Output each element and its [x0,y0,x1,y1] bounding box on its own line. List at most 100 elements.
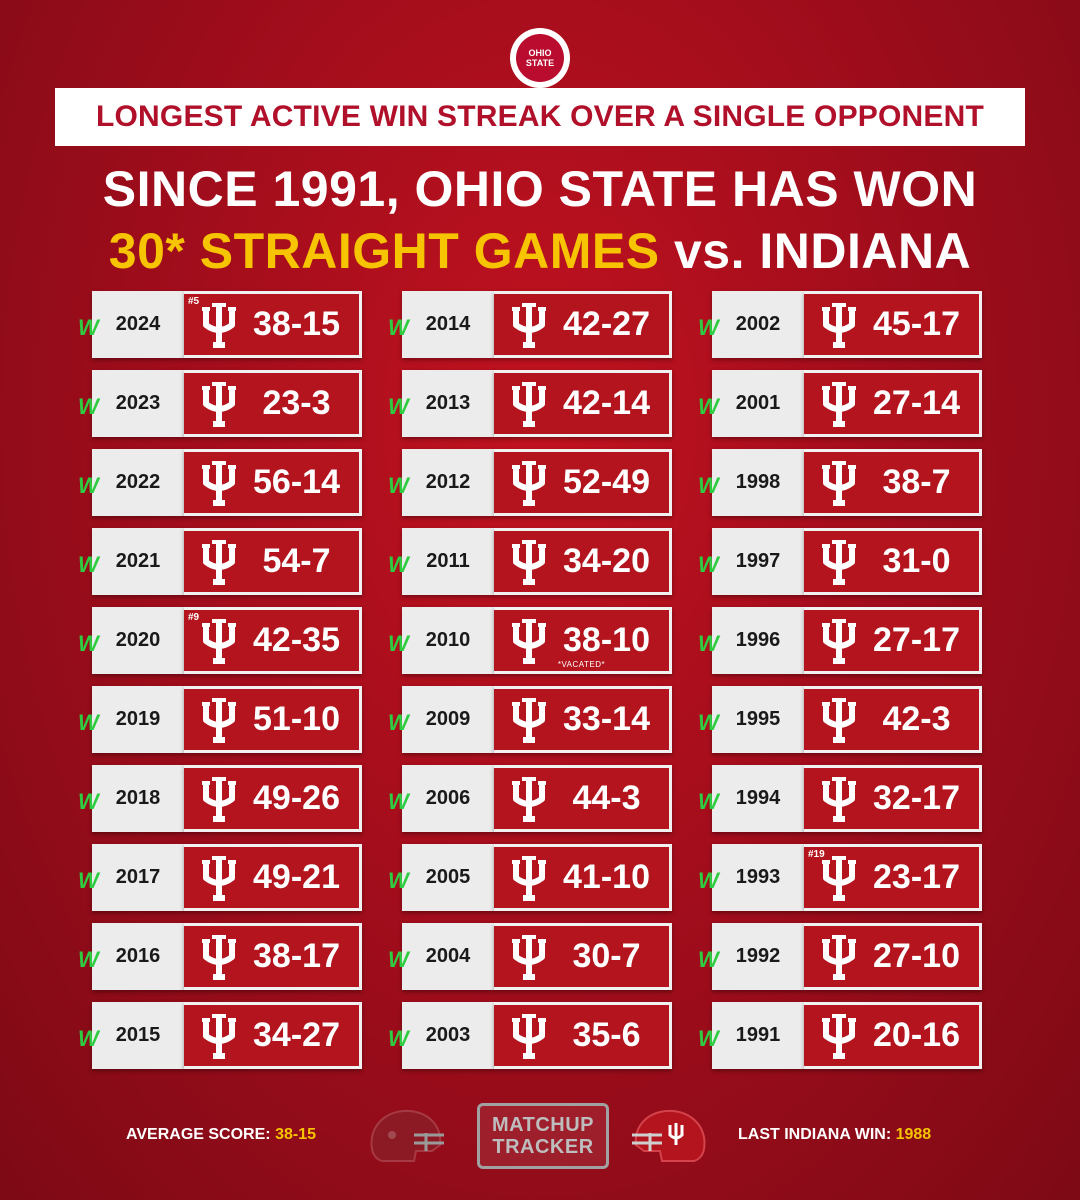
score-panel: #5 38-15 [184,291,362,358]
game-year: 2013 [402,370,494,437]
win-marker: W [388,315,409,340]
win-marker: W [698,1026,719,1051]
game-card: W 2014 42-27 [388,291,672,358]
game-score: 49-26 [253,779,340,817]
game-year: 2009 [402,686,494,753]
results-column-3: W 2002 45-17 W 2001 27-14 W 1998 38-7 W 1997 31-0 W 1… [698,291,982,1081]
game-card: W 2017 49-21 [78,844,362,911]
score-panel: 42-14 [494,370,672,437]
game-score: 34-27 [253,1016,340,1054]
game-card: W 2001 27-14 [698,370,982,437]
game-card: W 2011 34-20 [388,528,672,595]
game-year: 2012 [402,449,494,516]
score-panel: 30-7 [494,923,672,990]
game-year: 2022 [92,449,184,516]
score-panel: 44-3 [494,765,672,832]
win-marker: W [78,631,99,656]
game-card: W 2009 33-14 [388,686,672,753]
game-year: 1998 [712,449,804,516]
win-marker: W [78,789,99,814]
last-win-value: 1988 [895,1126,932,1143]
score-panel: 42-3 [804,686,982,753]
game-score: 34-20 [563,542,650,580]
score-panel: 54-7 [184,528,362,595]
indiana-trident-icon [512,460,546,506]
game-score: 38-7 [882,463,951,501]
score-panel: 38-10 *VACATED* [494,607,672,674]
score-panel: #9 42-35 [184,607,362,674]
opponent-rank: #19 [808,849,825,860]
indiana-trident-icon [822,697,856,743]
tracker-line2: TRACKER [492,1136,594,1158]
game-year: 2016 [92,923,184,990]
score-panel: 41-10 [494,844,672,911]
game-card: W 1991 20-16 [698,1002,982,1069]
tracker-line1: MATCHUP [491,1114,594,1136]
win-marker: W [78,552,99,577]
game-card: W 2002 45-17 [698,291,982,358]
game-year: 1994 [712,765,804,832]
win-marker: W [388,473,409,498]
game-card: W 1997 31-0 [698,528,982,595]
game-year: 2006 [402,765,494,832]
score-panel: 23-3 [184,370,362,437]
headline-line2: 30* STRAIGHT GAMES vs. INDIANA [0,222,1080,280]
indiana-trident-icon [822,381,856,427]
indiana-trident-icon [202,855,236,901]
indiana-trident-icon [822,776,856,822]
game-year: 2003 [402,1002,494,1069]
game-score: 42-14 [563,384,650,422]
score-panel: 38-7 [804,449,982,516]
score-panel: 38-17 [184,923,362,990]
score-panel: 49-21 [184,844,362,911]
ohio-state-logo: OHIO STATE [510,28,570,88]
last-indiana-win: LAST INDIANA WIN: 1988 [738,1126,931,1144]
indiana-trident-icon [512,776,546,822]
average-score-label: AVERAGE SCORE: [126,1126,276,1143]
indiana-trident-icon [202,776,236,822]
game-score: 41-10 [563,858,650,896]
game-year: 1991 [712,1002,804,1069]
game-year: 2010 [402,607,494,674]
indiana-trident-icon [512,302,546,348]
win-marker: W [388,789,409,814]
indiana-trident-icon [202,302,236,348]
average-score-value: 38-15 [275,1126,316,1143]
game-score: 42-3 [882,700,951,738]
game-score: 27-10 [873,937,960,975]
indiana-trident-icon [202,460,236,506]
results-column-1: W 2024 #5 38-15 W 2023 23-3 W 2022 56-14 W 2021 54-7… [78,291,362,1081]
win-marker: W [78,710,99,735]
win-marker: W [698,710,719,735]
game-card: W 1998 38-7 [698,449,982,516]
game-score: 23-17 [873,858,960,896]
win-marker: W [388,868,409,893]
game-card: W 2024 #5 38-15 [78,291,362,358]
indiana-trident-icon [822,302,856,348]
game-card: W 1995 42-3 [698,686,982,753]
game-card: W 2012 52-49 [388,449,672,516]
score-panel: 42-27 [494,291,672,358]
score-panel: 27-17 [804,607,982,674]
game-card: W 2022 56-14 [78,449,362,516]
win-marker: W [698,473,719,498]
game-score: 33-14 [563,700,650,738]
indiana-trident-icon [512,539,546,585]
game-year: 1996 [712,607,804,674]
game-card: W 2018 49-26 [78,765,362,832]
logo-text: OHIO STATE [516,34,564,82]
game-score: 54-7 [262,542,331,580]
game-year: 2018 [92,765,184,832]
game-year: 2015 [92,1002,184,1069]
win-marker: W [78,1026,99,1051]
game-score: 23-3 [262,384,331,422]
game-score: 45-17 [873,305,960,343]
game-score: 51-10 [253,700,340,738]
score-panel: 33-14 [494,686,672,753]
win-marker: W [78,315,99,340]
win-marker: W [698,315,719,340]
game-year: 1992 [712,923,804,990]
score-panel: 45-17 [804,291,982,358]
game-card: W 1996 27-17 [698,607,982,674]
win-marker: W [78,947,99,972]
